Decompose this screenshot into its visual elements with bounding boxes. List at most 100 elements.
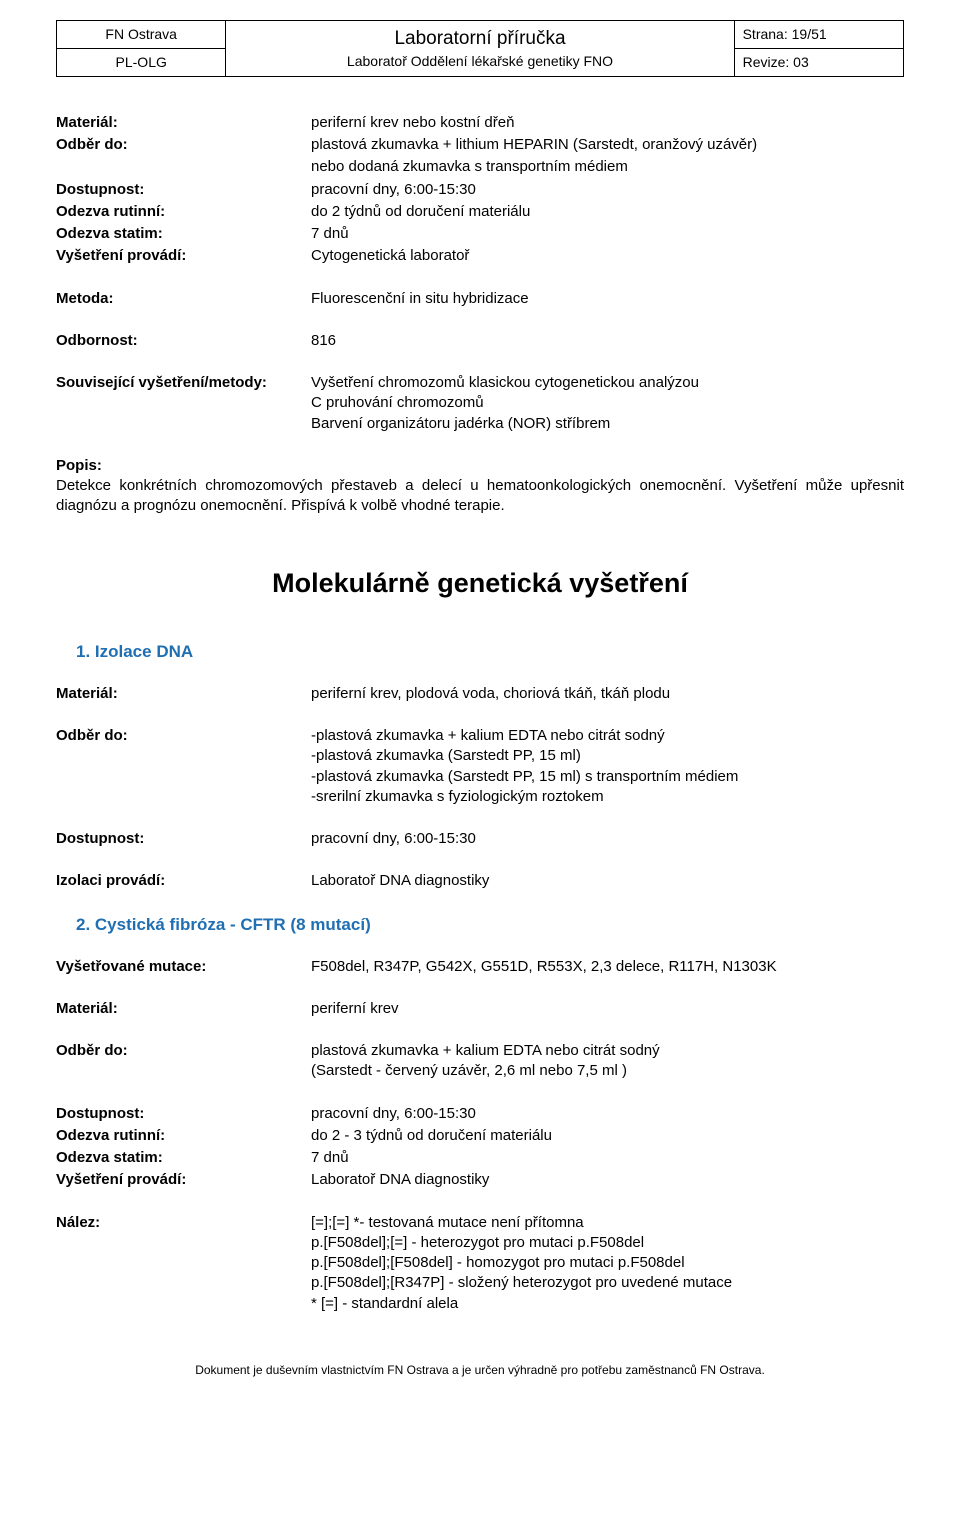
field-value: do 2 - 3 týdnů od doručení materiálu xyxy=(311,1126,904,1146)
document-header: FN Ostrava Laboratorní příručka Laborato… xyxy=(56,20,904,77)
field-label: Izolaci provádí: xyxy=(56,871,311,891)
metoda-row: Metoda: Fluorescenční in situ hybridizac… xyxy=(56,289,904,309)
field-value: periferní krev, plodová voda, choriová t… xyxy=(311,684,904,704)
souvisejici-label: Související vyšetření/metody: xyxy=(56,373,311,434)
field-row: Izolaci provádí:Laboratoř DNA diagnostik… xyxy=(56,871,904,891)
field-label: Vyšetření provádí: xyxy=(56,246,311,266)
field-value: nebo dodaná zkumavka s transportním médi… xyxy=(311,157,904,177)
field-value: Cytogenetická laboratoř xyxy=(311,246,904,266)
field-row: Dostupnost:pracovní dny, 6:00-15:30 xyxy=(56,1104,904,1124)
field-row: Materiál:periferní krev nebo kostní dřeň xyxy=(56,113,904,133)
sec1-odber-val: -plastová zkumavka + kalium EDTA nebo ci… xyxy=(311,726,904,807)
field-value: F508del, R347P, G542X, G551D, R553X, 2,3… xyxy=(311,957,904,977)
field-label: Materiál: xyxy=(56,113,311,133)
popis-text: Detekce konkrétních chromozomových přest… xyxy=(56,476,904,517)
field-row: Odezva statim:7 dnů xyxy=(56,224,904,244)
field-row: Vyšetření provádí:Cytogenetická laborato… xyxy=(56,246,904,266)
value-line: -plastová zkumavka (Sarstedt PP, 15 ml) xyxy=(311,747,581,764)
metoda-label: Metoda: xyxy=(56,289,311,309)
header-title-1: Laboratorní příručka xyxy=(394,28,565,49)
header-org: FN Ostrava xyxy=(57,21,226,49)
sec1-odber-label: Odběr do: xyxy=(56,726,311,807)
field-row: Odezva rutinní:do 2 - 3 týdnů od doručen… xyxy=(56,1126,904,1146)
field-label xyxy=(56,157,311,177)
field-value: pracovní dny, 6:00-15:30 xyxy=(311,180,904,200)
header-dept: PL-OLG xyxy=(57,48,226,76)
field-row: Odběr do:plastová zkumavka + lithium HEP… xyxy=(56,135,904,155)
field-label: Vyšetření provádí: xyxy=(56,1170,311,1190)
field-value: Laboratoř DNA diagnostiky xyxy=(311,1170,904,1190)
field-row: Odezva statim:7 dnů xyxy=(56,1148,904,1168)
value-line: -plastová zkumavka + kalium EDTA nebo ci… xyxy=(311,727,665,744)
odbornost-row: Odbornost: 816 xyxy=(56,331,904,351)
sec2-odber-val: plastová zkumavka + kalium EDTA nebo cit… xyxy=(311,1041,904,1082)
field-value: do 2 týdnů od doručení materiálu xyxy=(311,202,904,222)
field-label: Odezva rutinní: xyxy=(56,202,311,222)
sec2-nalez-label: Nález: xyxy=(56,1213,311,1314)
header-title: Laboratorní příručka Laboratoř Oddělení … xyxy=(226,21,734,77)
field-row: Vyšetření provádí:Laboratoř DNA diagnost… xyxy=(56,1170,904,1190)
field-value: 7 dnů xyxy=(311,224,904,244)
value-line: Vyšetření chromozomů klasickou cytogenet… xyxy=(311,374,699,391)
sec1-odber-row: Odběr do: -plastová zkumavka + kalium ED… xyxy=(56,726,904,807)
sec2-rows-mat: Materiál:periferní krev xyxy=(56,999,904,1019)
sec2-rows: Vyšetřované mutace:F508del, R347P, G542X… xyxy=(56,957,904,977)
field-value: pracovní dny, 6:00-15:30 xyxy=(311,1104,904,1124)
odbornost-label: Odbornost: xyxy=(56,331,311,351)
field-value: 7 dnů xyxy=(311,1148,904,1168)
field-row: Dostupnost:pracovní dny, 6:00-15:30 xyxy=(56,829,904,849)
sec1-rows3: Izolaci provádí:Laboratoř DNA diagnostik… xyxy=(56,871,904,891)
odbornost-val: 816 xyxy=(311,331,904,351)
value-line: -plastová zkumavka (Sarstedt PP, 15 ml) … xyxy=(311,768,738,785)
field-label: Odběr do: xyxy=(56,135,311,155)
block1-main: Materiál:periferní krev nebo kostní dřeň… xyxy=(56,113,904,267)
section-2-title: 2. Cystická fibróza - CFTR (8 mutací) xyxy=(76,914,904,937)
popis-label: Popis: xyxy=(56,456,904,476)
value-line: (Sarstedt - červený uzávěr, 2,6 ml nebo … xyxy=(311,1062,627,1079)
field-row: Dostupnost:pracovní dny, 6:00-15:30 xyxy=(56,180,904,200)
field-label: Materiál: xyxy=(56,684,311,704)
field-row: Odezva rutinní:do 2 týdnů od doručení ma… xyxy=(56,202,904,222)
field-value: periferní krev xyxy=(311,999,904,1019)
field-row: Materiál:periferní krev xyxy=(56,999,904,1019)
sec1-rows2: Dostupnost:pracovní dny, 6:00-15:30 xyxy=(56,829,904,849)
souvisejici-val: Vyšetření chromozomů klasickou cytogenet… xyxy=(311,373,904,434)
value-line: p.[F508del];[R347P] - složený heterozygo… xyxy=(311,1274,732,1291)
header-page: Strana: 19/51 xyxy=(734,21,903,49)
sec1-rows: Materiál:periferní krev, plodová voda, c… xyxy=(56,684,904,704)
field-value: plastová zkumavka + lithium HEPARIN (Sar… xyxy=(311,135,904,155)
value-line: plastová zkumavka + kalium EDTA nebo cit… xyxy=(311,1042,660,1059)
field-value: Laboratoř DNA diagnostiky xyxy=(311,871,904,891)
sec2-nalez-row: Nález: [=];[=] *- testovaná mutace není … xyxy=(56,1213,904,1314)
value-line: * [=] - standardní alela xyxy=(311,1295,458,1312)
field-label: Odezva rutinní: xyxy=(56,1126,311,1146)
header-rev: Revize: 03 xyxy=(734,48,903,76)
sec2-odber-row: Odběr do: plastová zkumavka + kalium EDT… xyxy=(56,1041,904,1082)
value-line: Barvení organizátoru jadérka (NOR) stříb… xyxy=(311,415,610,432)
sec2-nalez-val: [=];[=] *- testovaná mutace není přítomn… xyxy=(311,1213,904,1314)
field-label: Materiál: xyxy=(56,999,311,1019)
field-row: Materiál:periferní krev, plodová voda, c… xyxy=(56,684,904,704)
value-line: [=];[=] *- testovaná mutace není přítomn… xyxy=(311,1214,584,1231)
popis: Popis: Detekce konkrétních chromozomovýc… xyxy=(56,456,904,517)
footer: Dokument je duševním vlastnictvím FN Ost… xyxy=(56,1362,904,1378)
field-label: Odezva statim: xyxy=(56,1148,311,1168)
field-value: pracovní dny, 6:00-15:30 xyxy=(311,829,904,849)
field-row: Vyšetřované mutace:F508del, R347P, G542X… xyxy=(56,957,904,977)
value-line: -srerilní zkumavka s fyziologickým rozto… xyxy=(311,788,604,805)
field-row: nebo dodaná zkumavka s transportním médi… xyxy=(56,157,904,177)
field-label: Odezva statim: xyxy=(56,224,311,244)
sec2-odber-label: Odběr do: xyxy=(56,1041,311,1082)
header-title-2: Laboratoř Oddělení lékařské genetiky FNO xyxy=(347,53,613,69)
souvisejici-row: Související vyšetření/metody: Vyšetření … xyxy=(56,373,904,434)
main-heading: Molekulárně genetická vyšetření xyxy=(56,565,904,601)
field-value: periferní krev nebo kostní dřeň xyxy=(311,113,904,133)
value-line: p.[F508del];[F508del] - homozygot pro mu… xyxy=(311,1254,685,1271)
value-line: C pruhování chromozomů xyxy=(311,394,484,411)
sec2-rows2: Dostupnost:pracovní dny, 6:00-15:30Odezv… xyxy=(56,1104,904,1191)
metoda-val: Fluorescenční in situ hybridizace xyxy=(311,289,904,309)
field-label: Vyšetřované mutace: xyxy=(56,957,311,977)
value-line: p.[F508del];[=] - heterozygot pro mutaci… xyxy=(311,1234,644,1251)
field-label: Dostupnost: xyxy=(56,1104,311,1124)
field-label: Dostupnost: xyxy=(56,180,311,200)
